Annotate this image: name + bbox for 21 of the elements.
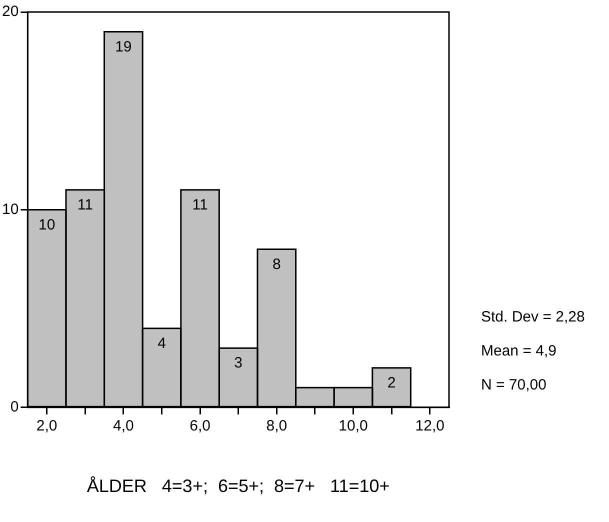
data-label: 11	[192, 196, 208, 214]
x-axis-title: ÅLDER 4=3+; 6=5+; 8=7+ 11=10+	[86, 476, 390, 496]
text: Std. Dev = 2,28	[481, 308, 585, 326]
y-tick-label: 0	[10, 398, 19, 416]
y-tick-label: 10	[2, 200, 19, 218]
x-tick-label: 8,0	[266, 418, 288, 435]
x-tick-label: 6,0	[190, 418, 210, 435]
data-label: 3	[234, 354, 243, 372]
text: Mean = 4,9	[481, 342, 556, 360]
y-tick-label: 20	[2, 3, 19, 20]
x-tick-label: 4,0	[113, 418, 134, 435]
data-label: 4	[158, 334, 166, 352]
data-label: 2	[387, 374, 396, 392]
text: N = 70,00	[481, 376, 546, 394]
data-label: 11	[77, 196, 93, 214]
x-tick-label: 2,0	[36, 418, 58, 435]
data-label: 10	[38, 216, 56, 234]
x-tick-label: 10,0	[338, 418, 368, 435]
x-tick-label: 12,0	[415, 418, 444, 435]
data-label: 19	[115, 38, 132, 56]
data-label: 8	[272, 256, 281, 273]
